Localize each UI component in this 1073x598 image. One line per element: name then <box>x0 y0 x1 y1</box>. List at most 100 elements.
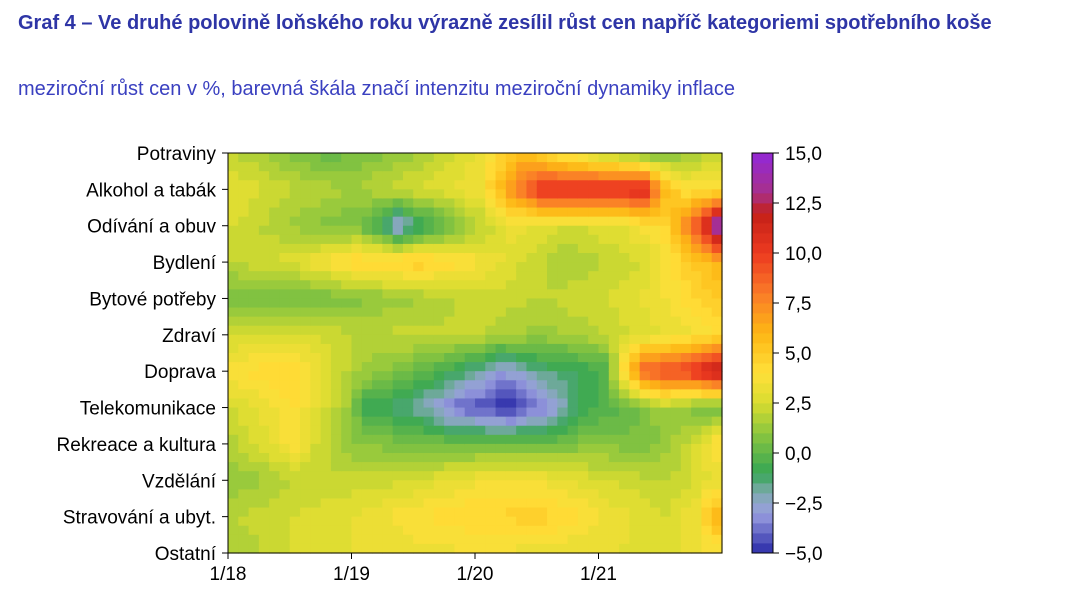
heatmap-cell <box>557 362 569 372</box>
heatmap-cell <box>289 498 301 509</box>
heatmap-cell <box>711 389 723 400</box>
heatmap-cell <box>557 198 569 209</box>
heatmap-cell <box>258 507 270 518</box>
heatmap-cell <box>670 298 682 309</box>
heatmap-cell <box>639 498 651 509</box>
heatmap-cell <box>382 298 394 309</box>
heatmap-cell <box>629 353 641 363</box>
heatmap-cell <box>495 471 507 481</box>
heatmap-cell <box>670 543 682 554</box>
heatmap-cell <box>608 371 620 381</box>
heatmap-cell <box>258 434 270 445</box>
heatmap-cell <box>639 443 651 454</box>
colorbar-band <box>752 503 773 514</box>
heatmap-cell <box>680 353 692 363</box>
heatmap-cell <box>505 371 517 381</box>
heatmap-cell <box>475 389 486 400</box>
heatmap-cell <box>505 498 517 509</box>
heatmap-cell <box>289 253 301 263</box>
heatmap-cell <box>567 307 579 318</box>
heatmap-cell <box>495 162 507 172</box>
heatmap-cell <box>649 389 661 400</box>
heatmap-cell <box>454 425 466 436</box>
heatmap-cell <box>649 171 661 181</box>
heatmap-cell <box>680 453 692 463</box>
heatmap-cell <box>505 353 517 363</box>
heatmap-cell <box>536 207 548 218</box>
heatmap-cell <box>423 243 435 254</box>
heatmap-cell <box>557 298 569 309</box>
heatmap-cell <box>413 462 425 472</box>
colorbar-tick-label: 15,0 <box>785 144 822 165</box>
heatmap-cell <box>289 471 301 481</box>
heatmap-cell <box>557 389 569 400</box>
heatmap-cell <box>701 334 713 345</box>
heatmap-cell <box>691 489 703 500</box>
heatmap-cell <box>330 434 342 445</box>
heatmap-cell <box>423 507 435 518</box>
heatmap-cell <box>402 380 414 390</box>
heatmap-cell <box>341 153 353 163</box>
heatmap-cell <box>310 207 322 218</box>
heatmap-cell <box>228 153 239 163</box>
heatmap-cell <box>588 453 600 463</box>
heatmap-cell <box>320 362 332 372</box>
heatmap-cell <box>238 362 250 372</box>
heatmap-cell <box>536 371 548 381</box>
heatmap-cell <box>238 307 250 318</box>
heatmap-cell <box>660 389 672 400</box>
heatmap-cell <box>382 471 394 481</box>
heatmap-cell <box>279 316 291 327</box>
heatmap-cell <box>258 443 270 454</box>
heatmap-cell <box>320 325 332 336</box>
heatmap-cell <box>505 207 517 218</box>
heatmap-cell <box>485 280 497 290</box>
heatmap-cell <box>608 389 620 400</box>
heatmap-cell <box>454 207 466 218</box>
heatmap-cell <box>228 243 239 254</box>
heatmap-cell <box>680 416 692 427</box>
heatmap-cell <box>608 543 620 554</box>
heatmap-cell <box>413 543 425 554</box>
heatmap-cell <box>639 471 651 481</box>
heatmap-cell <box>505 316 517 327</box>
heatmap-cell <box>608 298 620 309</box>
heatmap-cell <box>526 362 538 372</box>
heatmap-cell <box>588 280 600 290</box>
heatmap-cell <box>228 416 239 427</box>
heatmap-cell <box>310 189 322 200</box>
heatmap-cell <box>269 498 281 509</box>
heatmap-cell <box>711 243 723 254</box>
heatmap-cell <box>423 289 435 300</box>
heatmap-cell <box>454 443 466 454</box>
heatmap-cell <box>680 280 692 290</box>
heatmap-cell <box>310 262 322 272</box>
heatmap-cell <box>691 289 703 300</box>
heatmap-cell <box>341 371 353 381</box>
colorbar-band <box>752 303 773 314</box>
heatmap-cell <box>444 334 456 345</box>
heatmap-cell <box>608 407 620 418</box>
heatmap-cell <box>639 362 651 372</box>
heatmap-cell <box>372 307 383 318</box>
heatmap-cell <box>464 416 476 427</box>
heatmap-cell <box>588 307 600 318</box>
heatmap-cell <box>588 180 600 190</box>
heatmap-cell <box>269 480 281 490</box>
heatmap-cell <box>300 462 311 472</box>
heatmap-cell <box>279 534 291 545</box>
heatmap-cell <box>433 253 445 263</box>
heatmap-cell <box>660 498 672 509</box>
heatmap-cell <box>423 207 435 218</box>
heatmap-cell <box>577 425 589 436</box>
heatmap-cell <box>608 262 620 272</box>
heatmap-cell <box>320 398 332 409</box>
heatmap-cell <box>619 389 630 400</box>
heatmap-cell <box>485 434 497 445</box>
heatmap-cell <box>444 371 456 381</box>
heatmap-cell <box>536 434 548 445</box>
heatmap-cell <box>279 225 291 236</box>
heatmap-cell <box>588 380 600 390</box>
heatmap-cell <box>444 243 456 254</box>
heatmap-cell <box>300 189 311 200</box>
